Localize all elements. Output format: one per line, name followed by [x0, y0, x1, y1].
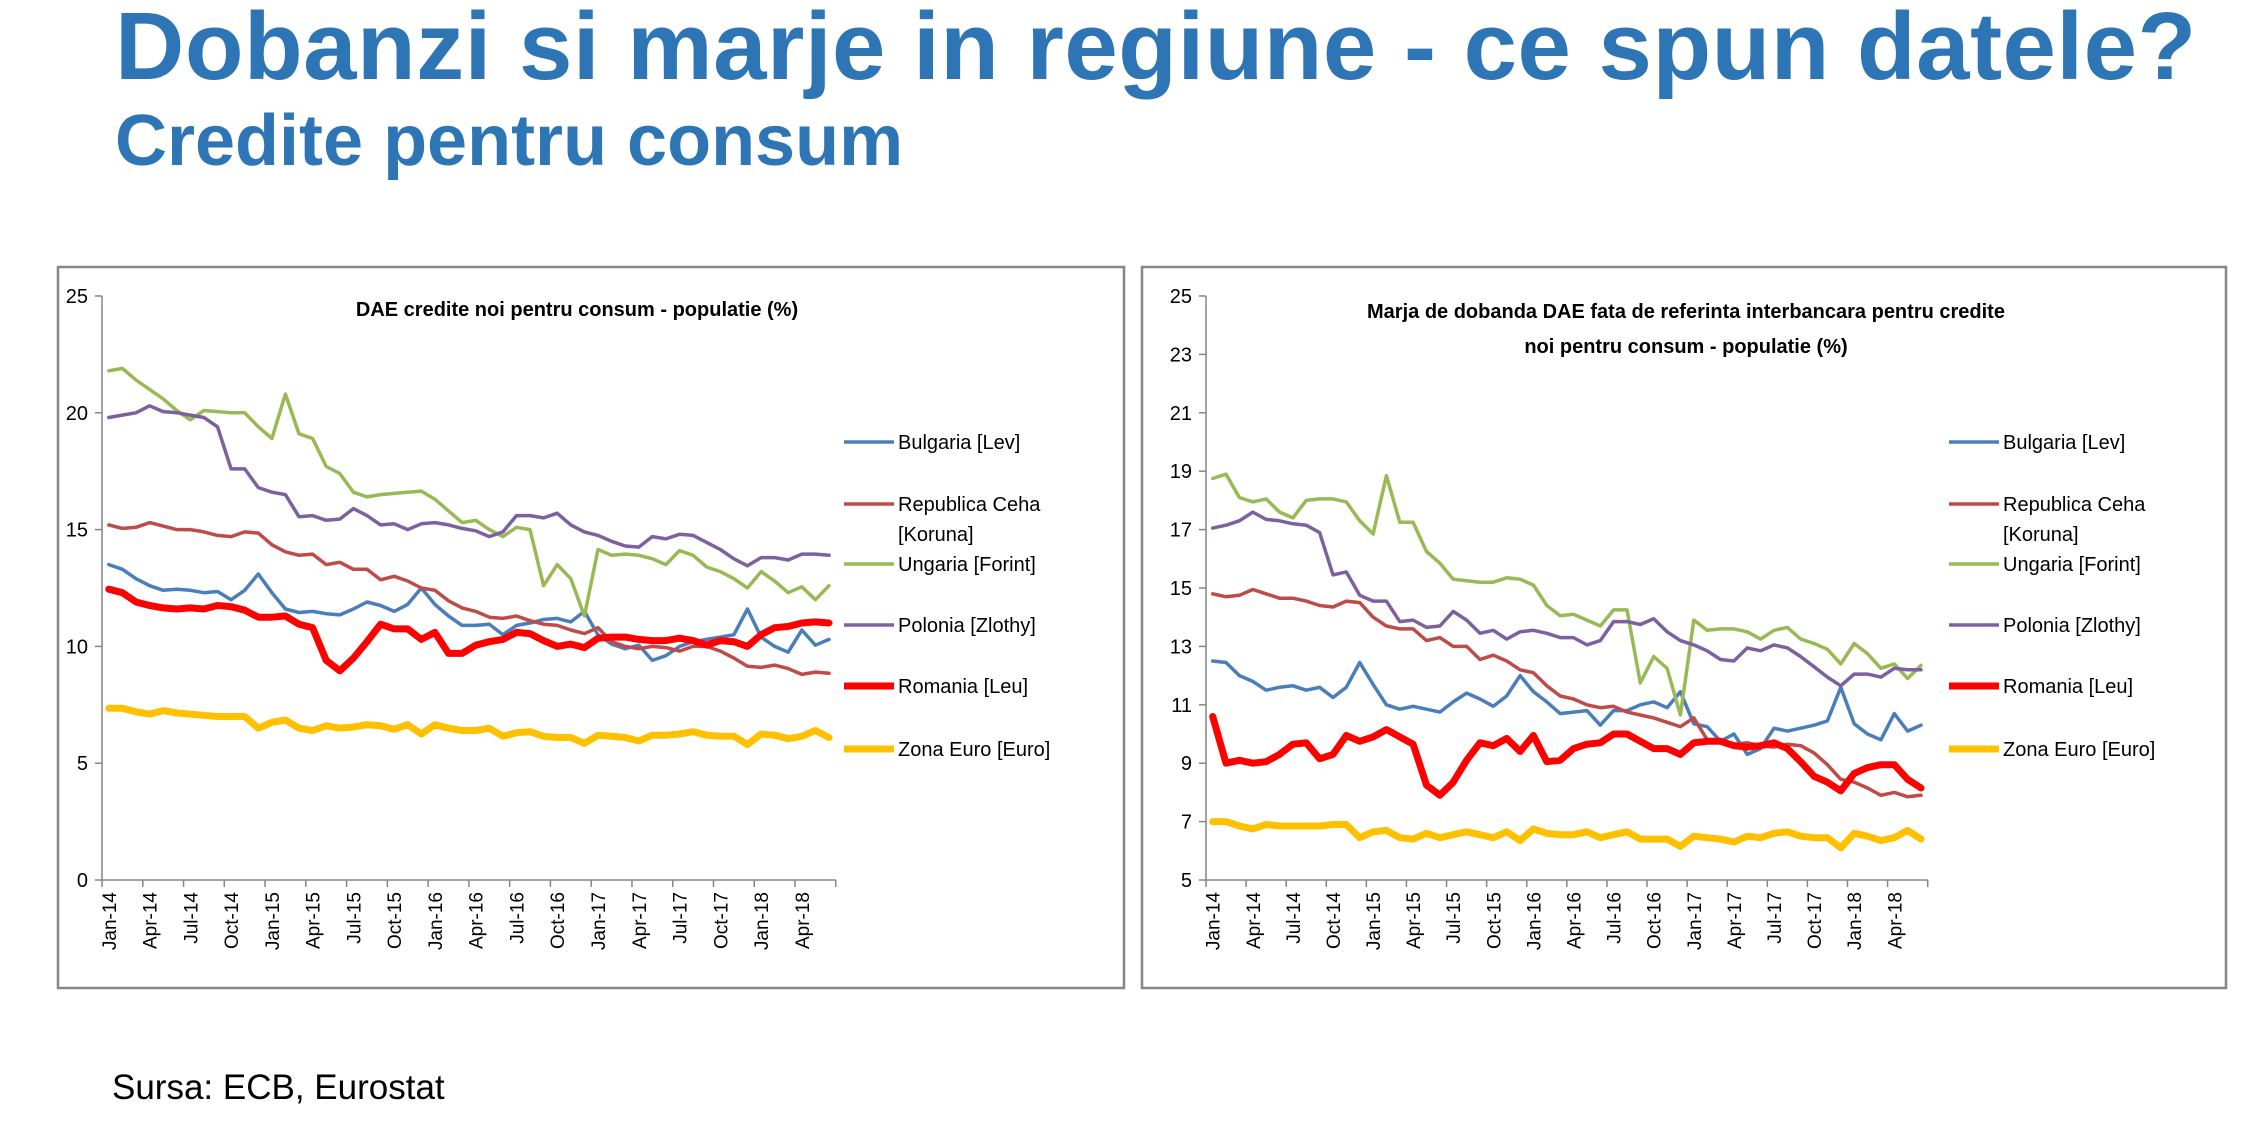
x-tick-label: Jan-15 [263, 892, 284, 950]
chart-1: DAE credite noi pentru consum - populati… [56, 265, 1126, 990]
x-tick-label: Jul-14 [181, 892, 202, 944]
x-tick-label: Apr-17 [1725, 892, 1746, 949]
x-tick-label: Apr-16 [467, 892, 488, 949]
series-line-republica [1210, 587, 1923, 799]
y-tick-label: 0 [77, 870, 88, 892]
x-tick-label: Jan-16 [426, 892, 447, 950]
y-tick-label: 11 [1171, 695, 1192, 717]
x-tick-label: Jul-15 [1444, 892, 1465, 944]
legend-label: Romania [Leu] [2003, 676, 2133, 698]
x-tick-label: Apr-15 [1404, 892, 1425, 949]
legend-label: [Koruna] [898, 524, 974, 546]
x-tick-label: Jan-15 [1364, 892, 1385, 950]
y-tick-label: 21 [1170, 403, 1192, 425]
page-title: Dobanzi si marje in regiune - ce spun da… [115, 0, 2197, 100]
source-note: Sursa: ECB, Eurostat [112, 1068, 445, 1107]
y-tick-label: 17 [1170, 520, 1192, 542]
chart-title: Marja de dobanda DAE fata de referinta i… [1367, 301, 2005, 323]
legend-label: Bulgaria [Lev] [2003, 432, 2125, 454]
x-tick-label: Jan-18 [1845, 892, 1866, 950]
y-tick-label: 5 [77, 753, 88, 775]
legend-label: Zona Euro [Euro] [2003, 739, 2155, 761]
chart-2: Marja de dobanda DAE fata de referinta i… [1140, 265, 2228, 990]
legend-label: Romania [Leu] [898, 676, 1028, 698]
x-tick-label: Oct-15 [385, 892, 406, 949]
series-line-bulgaria [107, 562, 831, 663]
x-tick-label: Apr-18 [793, 892, 814, 949]
x-tick-label: Oct-16 [548, 892, 569, 949]
x-tick-label: Apr-16 [1565, 892, 1586, 949]
x-tick-label: Jul-16 [1605, 892, 1626, 944]
series-line-romania [105, 585, 833, 675]
x-tick-label: Jul-17 [671, 892, 692, 944]
x-tick-label: Jul-17 [1765, 892, 1786, 944]
y-tick-label: 19 [1170, 461, 1192, 483]
y-tick-label: 13 [1170, 636, 1192, 658]
x-tick-label: Jan-16 [1524, 892, 1545, 950]
chart-frame [56, 265, 1126, 990]
x-tick-label: Jul-16 [507, 892, 528, 944]
x-tick-label: Apr-14 [1244, 892, 1265, 949]
x-tick-label: Jan-17 [1685, 892, 1706, 950]
x-tick-label: Oct-14 [1324, 892, 1345, 949]
y-tick-label: 15 [66, 520, 88, 542]
x-tick-label: Oct-17 [711, 892, 732, 949]
legend-label: Republica Ceha [2003, 494, 2146, 516]
legend-label: [Koruna] [2003, 524, 2079, 546]
y-tick-label: 15 [1170, 578, 1192, 600]
series-line-zona [105, 704, 833, 748]
x-tick-label: Jan-14 [1204, 892, 1225, 951]
series-line-ungaria [107, 366, 831, 618]
y-tick-label: 23 [1170, 344, 1192, 366]
legend-label: Ungaria [Forint] [2003, 554, 2141, 576]
y-tick-label: 25 [66, 286, 88, 308]
x-tick-label: Jan-18 [752, 892, 773, 950]
y-tick-label: 20 [66, 403, 88, 425]
x-tick-label: Oct-14 [222, 892, 243, 949]
x-tick-label: Oct-17 [1805, 892, 1826, 949]
x-tick-label: Oct-15 [1484, 892, 1505, 949]
chart-title: DAE credite noi pentru consum - populati… [356, 299, 798, 321]
x-tick-label: Apr-14 [141, 892, 162, 949]
x-tick-label: Apr-18 [1885, 892, 1906, 949]
x-tick-label: Jul-15 [344, 892, 365, 944]
y-tick-label: 7 [1181, 812, 1192, 834]
legend-label: Zona Euro [Euro] [898, 739, 1050, 761]
y-tick-label: 5 [1181, 870, 1192, 892]
legend-label: Bulgaria [Lev] [898, 432, 1020, 454]
y-tick-label: 25 [1170, 286, 1192, 308]
x-tick-label: Jan-14 [100, 892, 121, 951]
series-line-romania [1209, 713, 1925, 799]
series-line-ungaria [1210, 472, 1923, 717]
chart-frame [1140, 265, 2228, 990]
y-tick-label: 9 [1181, 753, 1192, 775]
series-line-polonia [1210, 510, 1923, 688]
legend-label: Polonia [Zlothy] [2003, 615, 2141, 637]
y-tick-label: 10 [66, 636, 88, 658]
chart-title: noi pentru consum - populatie (%) [1524, 336, 1847, 358]
x-tick-label: Apr-17 [630, 892, 651, 949]
series-line-zona [1209, 818, 1925, 852]
legend-label: Polonia [Zlothy] [898, 615, 1036, 637]
legend-label: Ungaria [Forint] [898, 554, 1036, 576]
series-line-bulgaria [1210, 659, 1923, 757]
x-tick-label: Jan-17 [589, 892, 610, 950]
x-tick-label: Apr-15 [304, 892, 325, 949]
series-line-polonia [107, 404, 831, 568]
legend-label: Republica Ceha [898, 494, 1041, 516]
x-tick-label: Oct-16 [1645, 892, 1666, 949]
x-tick-label: Jul-14 [1284, 892, 1305, 944]
page-subtitle: Credite pentru consum [115, 101, 904, 181]
